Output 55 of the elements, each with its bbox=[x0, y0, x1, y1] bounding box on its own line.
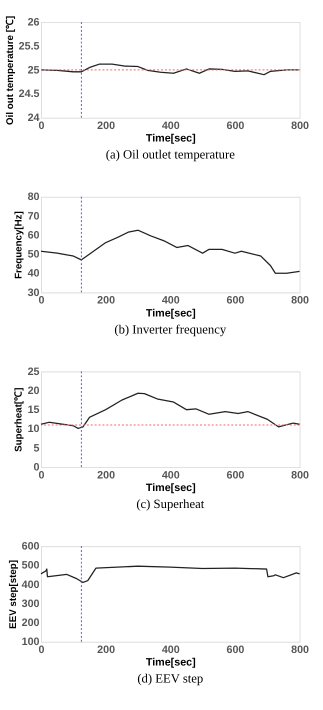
y-tick-label: 400 bbox=[22, 578, 40, 591]
y-axis-title: Superheat[℃] bbox=[14, 388, 25, 452]
x-tick-label: 800 bbox=[291, 294, 310, 307]
x-tick-label: 400 bbox=[162, 120, 180, 132]
x-axis-title: Time[sec] bbox=[146, 132, 196, 145]
y-tick-label: 200 bbox=[22, 617, 40, 630]
y-tick-label: 25 bbox=[28, 366, 40, 378]
line-series bbox=[40, 392, 300, 430]
y-tick-label: 25.5 bbox=[18, 40, 40, 52]
text: (b) Inverter frequency bbox=[114, 322, 227, 336]
text: (c) Superheat bbox=[136, 497, 205, 512]
y-tick-label: 26 bbox=[28, 16, 40, 28]
y-tick-label: 70 bbox=[28, 210, 40, 222]
y-tick-label: 40 bbox=[28, 268, 40, 280]
line-series bbox=[40, 230, 300, 274]
y-tick-label: 0 bbox=[34, 461, 40, 474]
x-tick-label: 200 bbox=[97, 644, 116, 656]
y-axis-title: Oil out temperature [℃] bbox=[4, 16, 16, 125]
y-axis-title: Frequency[Hz] bbox=[14, 211, 25, 279]
y-tick-label: 60 bbox=[28, 229, 40, 242]
y-tick-label: 500 bbox=[22, 560, 40, 572]
y-tick-label: 24 bbox=[28, 112, 40, 124]
x-tick-label: 600 bbox=[226, 469, 244, 482]
x-tick-label: 200 bbox=[97, 120, 116, 132]
x-axis-title: Time[sec] bbox=[146, 307, 196, 320]
y-axis-title: EEV step[step] bbox=[8, 560, 19, 629]
x-tick-label: 400 bbox=[162, 469, 180, 482]
y-tick-label: 10 bbox=[28, 423, 40, 436]
y-tick-label: 5 bbox=[34, 442, 40, 454]
y-tick-label: 600 bbox=[22, 540, 40, 553]
y-tick-label: 80 bbox=[28, 191, 40, 204]
x-tick-label: 600 bbox=[226, 644, 244, 656]
x-tick-label: 400 bbox=[162, 294, 180, 307]
y-tick-label: 30 bbox=[28, 286, 40, 299]
x-tick-label: 400 bbox=[162, 644, 180, 656]
text: (a) Oil outlet temperature bbox=[106, 148, 236, 162]
x-tick-label: 800 bbox=[291, 469, 310, 482]
y-tick-label: 50 bbox=[28, 248, 40, 261]
y-tick-label: 15 bbox=[28, 404, 40, 416]
x-tick-label: 800 bbox=[291, 644, 310, 656]
y-tick-label: 300 bbox=[22, 598, 40, 610]
y-tick-label: 100 bbox=[22, 636, 40, 648]
x-tick-label: 600 bbox=[226, 120, 244, 132]
x-tick-label: 200 bbox=[97, 469, 116, 482]
x-tick-label: 600 bbox=[226, 294, 244, 307]
y-tick-label: 25 bbox=[28, 64, 40, 76]
line-series bbox=[40, 64, 300, 76]
line-series bbox=[40, 566, 300, 584]
x-tick-label: 200 bbox=[97, 294, 116, 307]
y-tick-label: 24.5 bbox=[18, 88, 40, 100]
x-axis-title: Time[sec] bbox=[146, 482, 196, 494]
x-tick-label: 800 bbox=[291, 120, 310, 132]
text: (d) EEV step bbox=[137, 672, 204, 686]
y-tick-label: 20 bbox=[28, 384, 40, 397]
x-axis-title: Time[sec] bbox=[146, 656, 196, 669]
